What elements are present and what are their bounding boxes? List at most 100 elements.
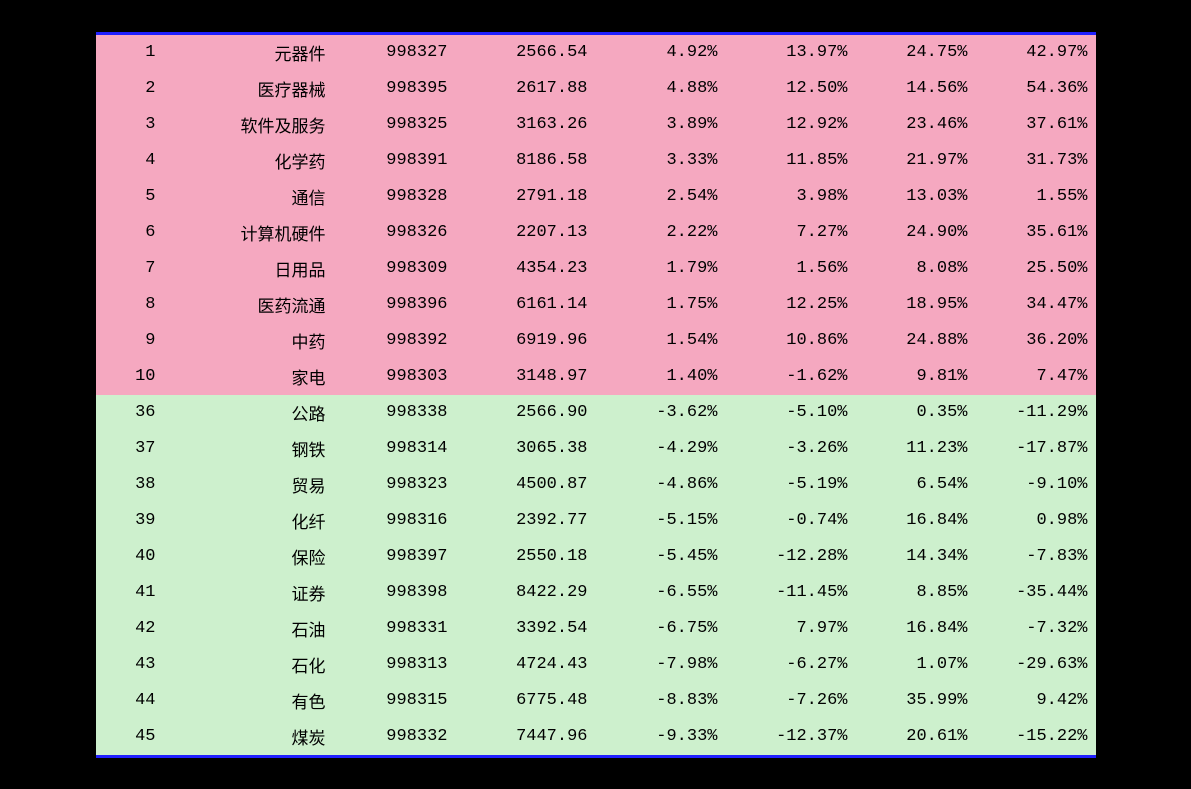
industry-name-cell: 通信 — [176, 179, 336, 215]
table-row: 43石化9983134724.43-7.98%-6.27%1.07%-29.63… — [96, 647, 1096, 683]
pct1-cell: -5.15% — [596, 503, 726, 539]
code-cell: 998325 — [336, 107, 456, 143]
table-row: 45煤炭9983327447.96-9.33%-12.37%20.61%-15.… — [96, 719, 1096, 757]
value-cell: 6919.96 — [456, 323, 596, 359]
industry-name-cell: 日用品 — [176, 251, 336, 287]
industry-name-cell: 公路 — [176, 395, 336, 431]
value-cell: 2392.77 — [456, 503, 596, 539]
pct2-cell: -12.28% — [726, 539, 856, 575]
pct1-cell: 3.89% — [596, 107, 726, 143]
code-cell: 998398 — [336, 575, 456, 611]
industry-name-cell: 医药流通 — [176, 287, 336, 323]
pct1-cell: -6.55% — [596, 575, 726, 611]
pct1-cell: 1.40% — [596, 359, 726, 395]
value-cell: 2550.18 — [456, 539, 596, 575]
pct3-cell: 35.99% — [856, 683, 976, 719]
pct4-cell: 34.47% — [976, 287, 1096, 323]
pct2-cell: 11.85% — [726, 143, 856, 179]
industry-name-cell: 石油 — [176, 611, 336, 647]
pct3-cell: 24.75% — [856, 33, 976, 71]
table-row: 42石油9983313392.54-6.75%7.97%16.84%-7.32% — [96, 611, 1096, 647]
rank-cell: 36 — [96, 395, 176, 431]
rank-cell: 44 — [96, 683, 176, 719]
code-cell: 998323 — [336, 467, 456, 503]
pct3-cell: 11.23% — [856, 431, 976, 467]
code-cell: 998395 — [336, 71, 456, 107]
value-cell: 4500.87 — [456, 467, 596, 503]
data-table: 1元器件9983272566.544.92%13.97%24.75%42.97%… — [96, 32, 1096, 758]
pct2-cell: -5.19% — [726, 467, 856, 503]
rank-cell: 9 — [96, 323, 176, 359]
industry-name-cell: 保险 — [176, 539, 336, 575]
pct2-cell: -7.26% — [726, 683, 856, 719]
rank-cell: 39 — [96, 503, 176, 539]
pct1-cell: -4.86% — [596, 467, 726, 503]
table-body: 1元器件9983272566.544.92%13.97%24.75%42.97%… — [96, 33, 1096, 756]
value-cell: 8186.58 — [456, 143, 596, 179]
table-row: 6计算机硬件9983262207.132.22%7.27%24.90%35.61… — [96, 215, 1096, 251]
pct1-cell: -6.75% — [596, 611, 726, 647]
industry-name-cell: 中药 — [176, 323, 336, 359]
table-row: 37钢铁9983143065.38-4.29%-3.26%11.23%-17.8… — [96, 431, 1096, 467]
code-cell: 998331 — [336, 611, 456, 647]
table-row: 40保险9983972550.18-5.45%-12.28%14.34%-7.8… — [96, 539, 1096, 575]
value-cell: 8422.29 — [456, 575, 596, 611]
industry-name-cell: 有色 — [176, 683, 336, 719]
rank-cell: 2 — [96, 71, 176, 107]
value-cell: 4354.23 — [456, 251, 596, 287]
table-row: 8医药流通9983966161.141.75%12.25%18.95%34.47… — [96, 287, 1096, 323]
pct1-cell: -4.29% — [596, 431, 726, 467]
value-cell: 2566.54 — [456, 33, 596, 71]
industry-name-cell: 元器件 — [176, 33, 336, 71]
rank-cell: 10 — [96, 359, 176, 395]
table-row: 7日用品9983094354.231.79%1.56%8.08%25.50% — [96, 251, 1096, 287]
pct3-cell: 16.84% — [856, 503, 976, 539]
pct4-cell: 1.55% — [976, 179, 1096, 215]
pct4-cell: 37.61% — [976, 107, 1096, 143]
pct1-cell: 3.33% — [596, 143, 726, 179]
pct2-cell: 3.98% — [726, 179, 856, 215]
code-cell: 998309 — [336, 251, 456, 287]
pct2-cell: 7.27% — [726, 215, 856, 251]
pct3-cell: 13.03% — [856, 179, 976, 215]
industry-name-cell: 计算机硬件 — [176, 215, 336, 251]
code-cell: 998314 — [336, 431, 456, 467]
pct2-cell: -5.10% — [726, 395, 856, 431]
value-cell: 4724.43 — [456, 647, 596, 683]
pct2-cell: -3.26% — [726, 431, 856, 467]
table-row: 38贸易9983234500.87-4.86%-5.19%6.54%-9.10% — [96, 467, 1096, 503]
industry-name-cell: 医疗器械 — [176, 71, 336, 107]
table-row: 39化纤9983162392.77-5.15%-0.74%16.84%0.98% — [96, 503, 1096, 539]
value-cell: 3163.26 — [456, 107, 596, 143]
rank-cell: 38 — [96, 467, 176, 503]
pct1-cell: -7.98% — [596, 647, 726, 683]
table-row: 1元器件9983272566.544.92%13.97%24.75%42.97% — [96, 33, 1096, 71]
industry-performance-table: 1元器件9983272566.544.92%13.97%24.75%42.97%… — [96, 32, 1096, 758]
pct1-cell: -9.33% — [596, 719, 726, 757]
pct2-cell: 12.25% — [726, 287, 856, 323]
pct3-cell: 1.07% — [856, 647, 976, 683]
pct4-cell: -9.10% — [976, 467, 1096, 503]
pct3-cell: 9.81% — [856, 359, 976, 395]
pct1-cell: -5.45% — [596, 539, 726, 575]
pct3-cell: 20.61% — [856, 719, 976, 757]
pct4-cell: 35.61% — [976, 215, 1096, 251]
pct1-cell: 4.88% — [596, 71, 726, 107]
industry-name-cell: 化学药 — [176, 143, 336, 179]
table-row: 10家电9983033148.971.40%-1.62%9.81%7.47% — [96, 359, 1096, 395]
table-row: 3软件及服务9983253163.263.89%12.92%23.46%37.6… — [96, 107, 1096, 143]
pct4-cell: 0.98% — [976, 503, 1096, 539]
code-cell: 998313 — [336, 647, 456, 683]
pct3-cell: 18.95% — [856, 287, 976, 323]
pct4-cell: -29.63% — [976, 647, 1096, 683]
code-cell: 998397 — [336, 539, 456, 575]
rank-cell: 37 — [96, 431, 176, 467]
code-cell: 998315 — [336, 683, 456, 719]
rank-cell: 42 — [96, 611, 176, 647]
rank-cell: 3 — [96, 107, 176, 143]
pct1-cell: -8.83% — [596, 683, 726, 719]
industry-name-cell: 证券 — [176, 575, 336, 611]
industry-name-cell: 煤炭 — [176, 719, 336, 757]
code-cell: 998338 — [336, 395, 456, 431]
table-row: 4化学药9983918186.583.33%11.85%21.97%31.73% — [96, 143, 1096, 179]
